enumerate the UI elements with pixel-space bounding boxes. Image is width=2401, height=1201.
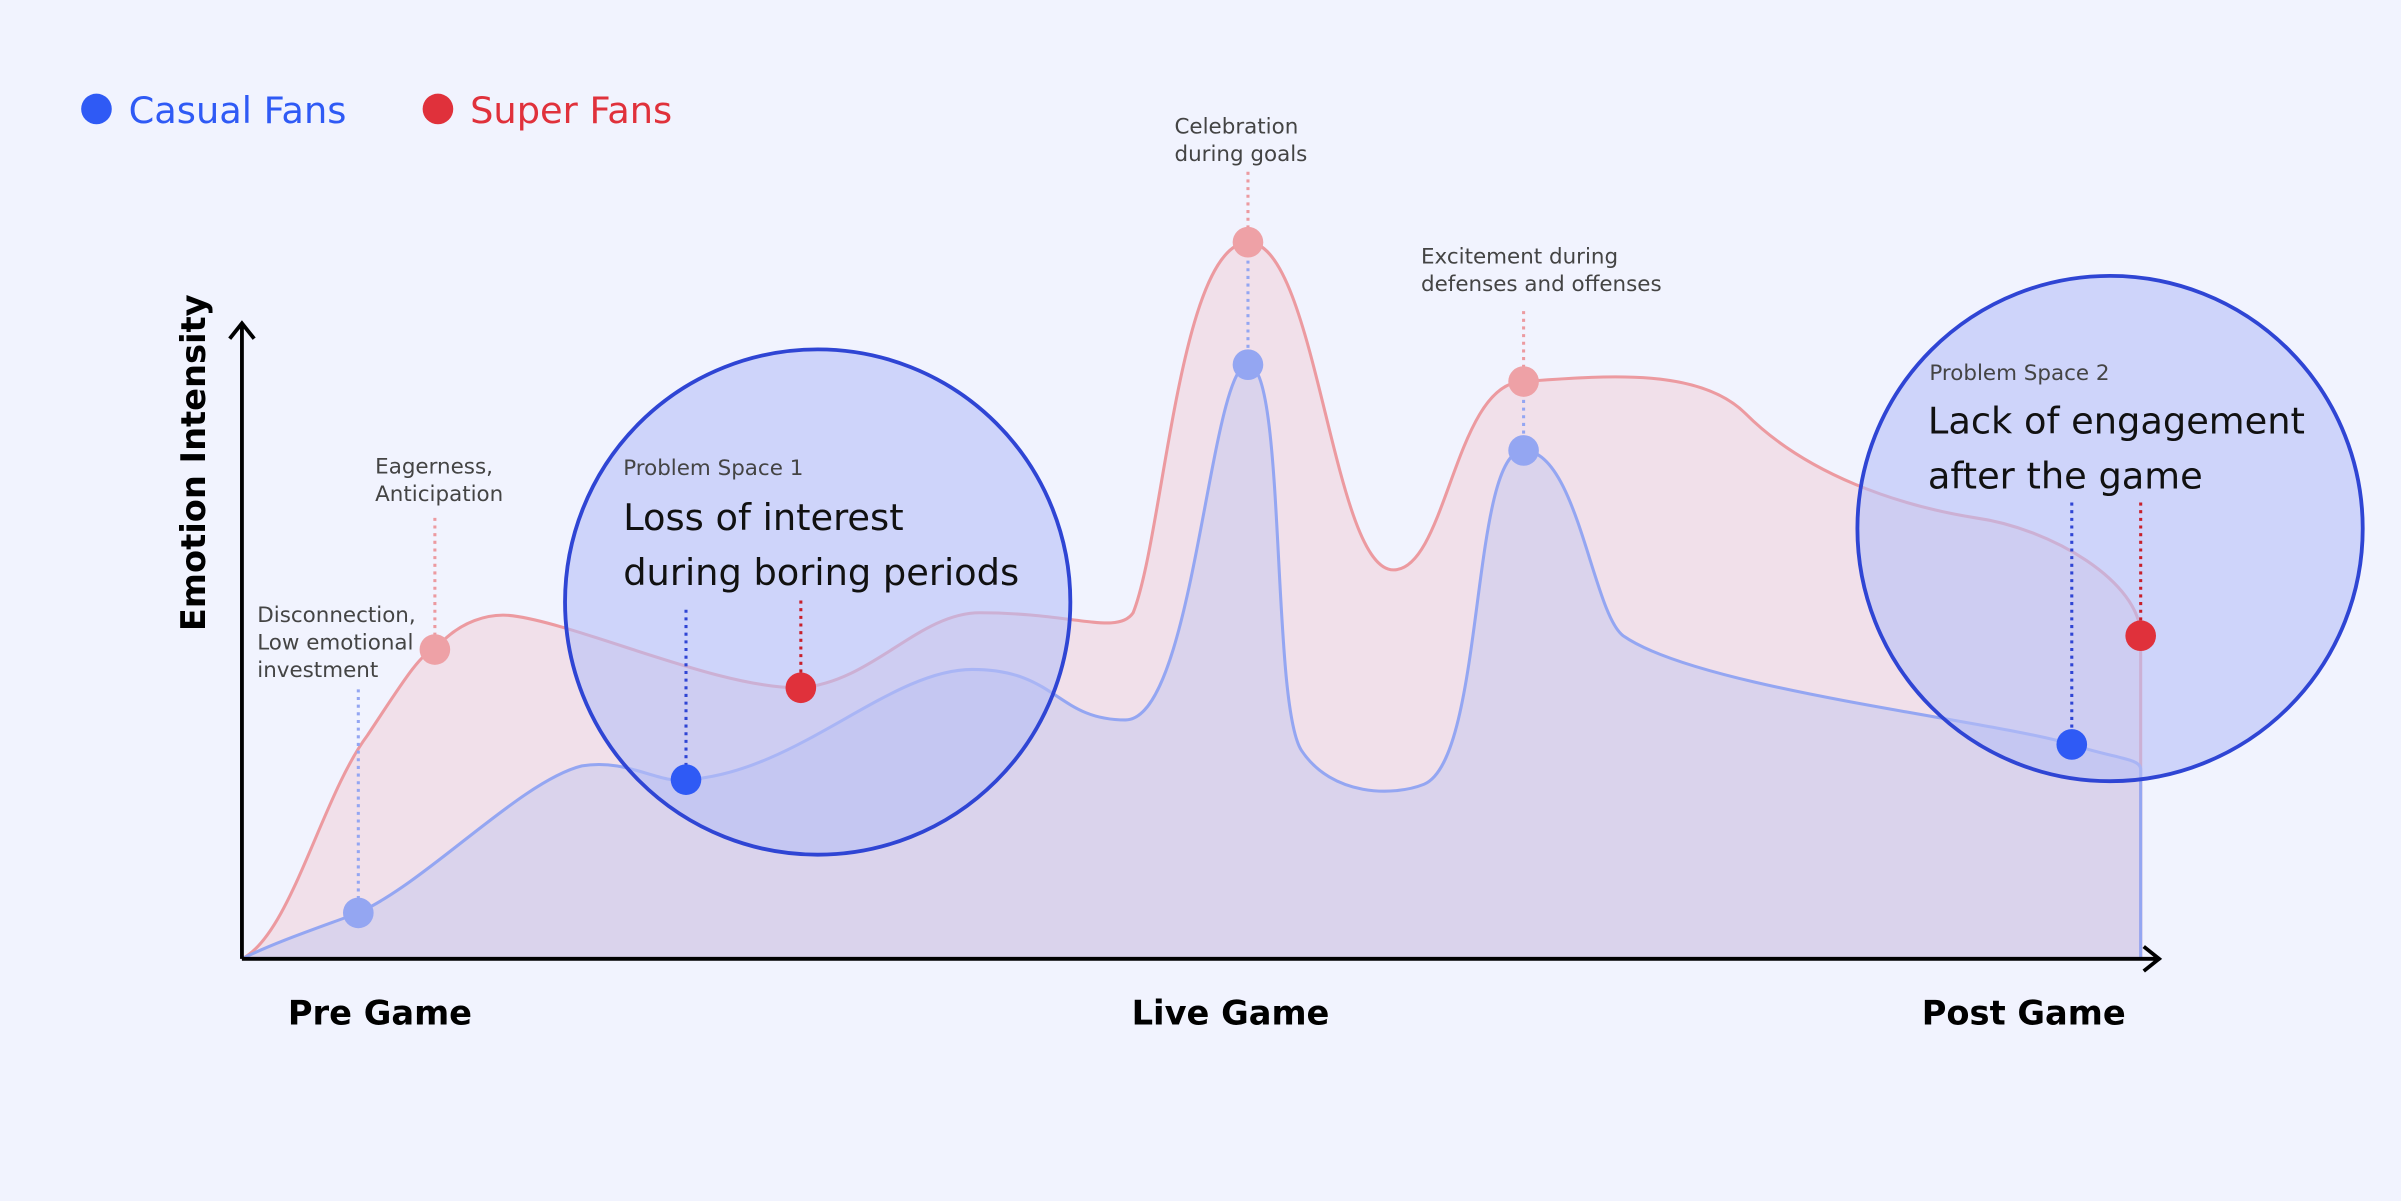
problem-space-title: Lack of engagement after the game: [1928, 400, 2317, 498]
annotation-line: Eagerness,: [375, 454, 493, 479]
title-line: after the game: [1928, 455, 2203, 498]
problem-space-label: Problem Space 2: [1929, 361, 2109, 386]
annotation-line: investment: [257, 658, 378, 683]
legend-label: Super Fans: [470, 89, 672, 132]
x-axis-label: Pre Game: [288, 994, 472, 1033]
super-dot: [1232, 226, 1264, 258]
casual-dot: [2056, 729, 2088, 760]
x-axis-label: Live Game: [1132, 994, 1330, 1033]
annotation-line: Excitement during: [1421, 245, 1618, 270]
problem-space-circle: [563, 347, 1073, 857]
title-line: Lack of engagement: [1928, 400, 2305, 443]
casual-dot: [1508, 435, 1539, 466]
annotation: Celebration during goals: [1174, 114, 1307, 167]
annotation: Eagerness, Anticipation: [375, 454, 503, 507]
y-axis-label: Emotion Intensity: [174, 294, 213, 631]
super-dot: [419, 634, 451, 665]
casual-dot: [1232, 349, 1264, 380]
problem-space-label: Problem Space 1: [623, 456, 803, 481]
x-axis-label: Post Game: [1922, 994, 2126, 1033]
casual-dot: [343, 897, 374, 929]
problem-space-circle: [1855, 273, 2365, 784]
annotation-line: Celebration: [1174, 114, 1298, 139]
super-dot: [785, 672, 817, 704]
super-dot: [2125, 620, 2156, 652]
title-line: Loss of interest: [623, 496, 903, 539]
axes: [228, 320, 2163, 973]
annotation-line: during goals: [1174, 142, 1307, 167]
annotation-line: Low emotional: [257, 631, 413, 656]
legend-dot: [81, 93, 112, 125]
annotation-line: defenses and offenses: [1421, 272, 1662, 297]
super-dot: [1508, 366, 1539, 397]
casual-dot: [670, 764, 702, 795]
problem-space-title: Loss of interest during boring periods: [623, 496, 1019, 594]
title-line: during boring periods: [623, 551, 1019, 594]
annotation-line: Disconnection,: [257, 603, 415, 628]
legend-label: Casual Fans: [129, 89, 347, 132]
annotation-line: Anticipation: [375, 482, 503, 507]
annotation: Excitement during defenses and offenses: [1421, 245, 1662, 298]
legend-dot: [422, 93, 454, 125]
annotation: Disconnection, Low emotional investment: [257, 603, 422, 683]
